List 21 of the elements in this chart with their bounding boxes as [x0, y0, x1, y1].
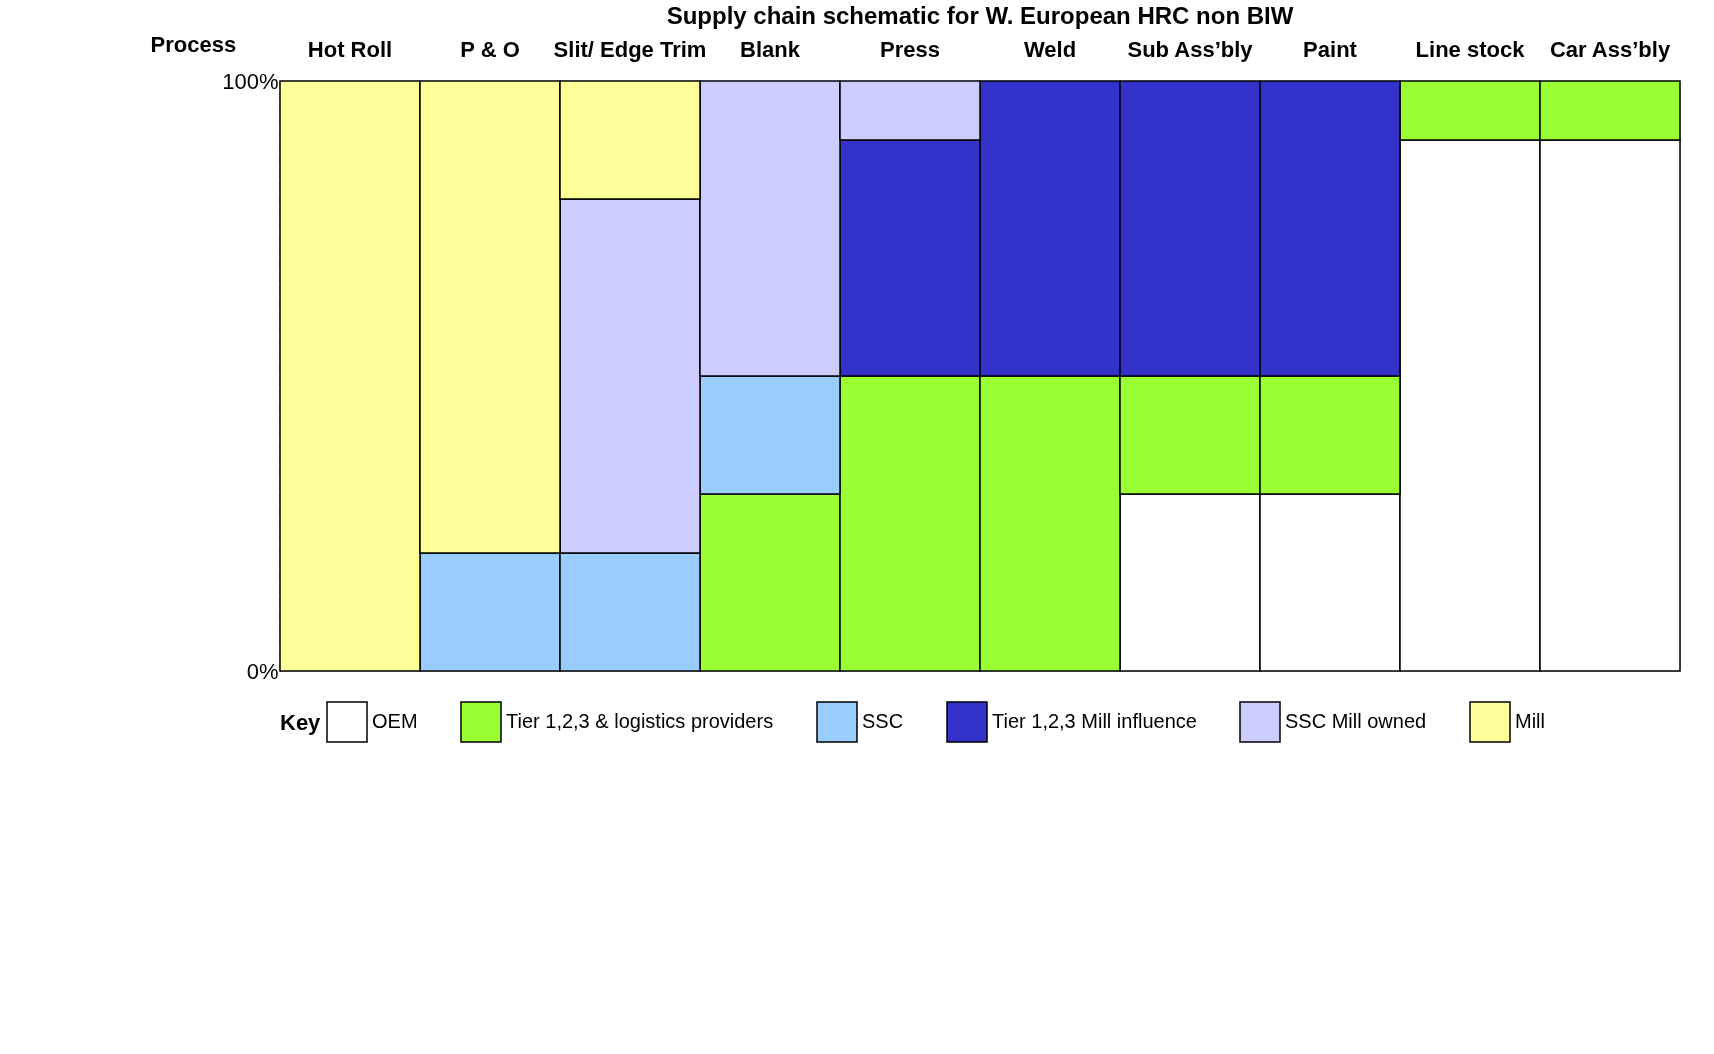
x-tick-label: Sub Ass’bly	[1127, 36, 1254, 62]
x-tick-label: Slit/ Edge Trim	[553, 36, 707, 62]
y-tick-label: 0%	[246, 658, 279, 684]
x-tick-label: Hot Roll	[307, 36, 393, 62]
legend-label: Mill	[1515, 710, 1545, 732]
x-tick-label: Car Ass’bly	[1549, 36, 1671, 62]
legend-label: Tier 1,2,3 & logistics providers	[506, 710, 774, 732]
x-tick-label: Paint	[1303, 36, 1358, 62]
x-axis-title: Process	[150, 31, 237, 57]
y-tick-label: 100%	[222, 68, 279, 94]
x-tick-label: Press	[880, 36, 940, 62]
chart-title: Supply chain schematic for W. European HRC non BIW	[666, 2, 1294, 29]
legend-label: Tier 1,2,3 Mill influence	[992, 710, 1197, 732]
legend-label: SSC	[862, 710, 904, 732]
legend-title: Key	[280, 710, 322, 735]
legend-label: OEM	[372, 710, 418, 732]
x-tick-label: P & O	[460, 36, 520, 62]
x-tick-label: Weld	[1023, 36, 1077, 62]
legend-label: SSC Mill owned	[1285, 710, 1427, 732]
x-tick-label: Line stock	[1415, 36, 1526, 62]
x-tick-label: Blank	[740, 36, 801, 62]
